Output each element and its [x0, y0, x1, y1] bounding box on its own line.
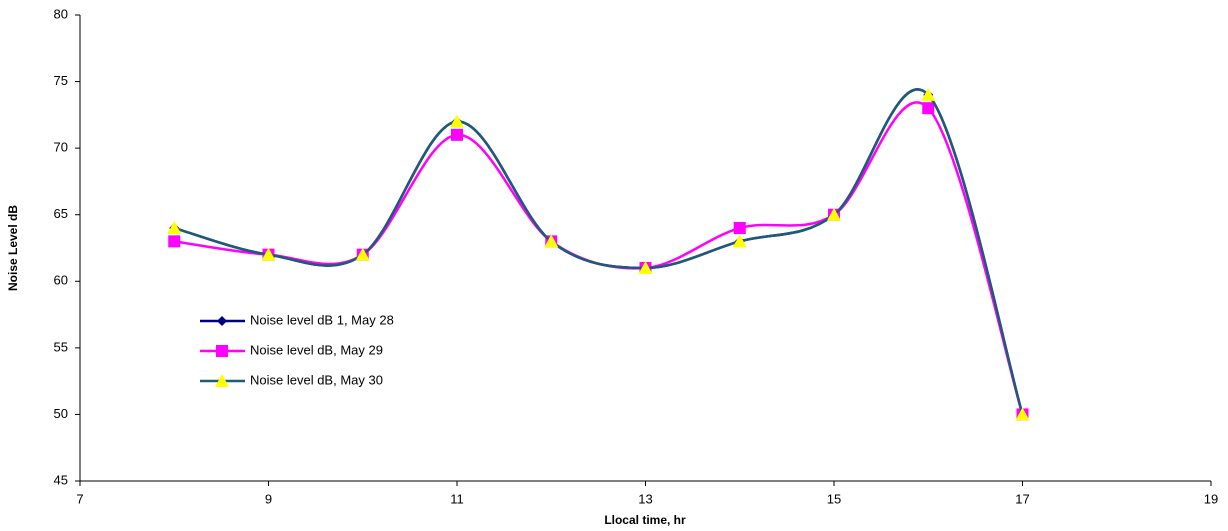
legend-marker	[216, 345, 228, 357]
marker	[355, 247, 370, 261]
x-tick-label: 17	[1015, 491, 1029, 506]
legend-label: Noise level dB, May 29	[250, 342, 383, 357]
legend-marker	[217, 316, 227, 326]
x-tick-label: 7	[76, 491, 83, 506]
y-tick-label: 65	[54, 206, 68, 221]
y-tick-label: 55	[54, 339, 68, 354]
y-tick-label: 45	[54, 472, 68, 487]
y-tick-label: 50	[54, 406, 68, 421]
series-line	[173, 88, 1024, 415]
y-axis-label: Noise Level dB	[6, 205, 20, 291]
y-tick-label: 60	[54, 273, 68, 288]
marker	[827, 207, 841, 221]
x-tick-label: 11	[450, 491, 464, 506]
y-tick-label: 70	[54, 140, 68, 155]
x-tick-label: 13	[638, 491, 652, 506]
marker	[450, 114, 464, 128]
marker	[638, 260, 653, 274]
marker	[451, 128, 463, 141]
marker	[544, 234, 559, 248]
legend-marker	[215, 374, 229, 387]
marker	[168, 235, 181, 248]
marker	[732, 234, 747, 248]
marker	[733, 222, 746, 235]
marker	[922, 102, 935, 115]
legend-label: Noise level dB 1, May 28	[250, 312, 394, 327]
x-tick-label: 15	[827, 491, 841, 506]
marker	[1015, 407, 1030, 421]
marker	[921, 87, 936, 101]
marker	[167, 221, 182, 235]
y-tick-label: 75	[54, 73, 68, 88]
y-tick-label: 80	[54, 6, 68, 21]
x-tick-label: 19	[1204, 491, 1218, 506]
legend-label: Noise level dB, May 30	[250, 372, 383, 387]
series-line	[174, 101, 1024, 415]
series-line	[173, 88, 1024, 415]
x-tick-label: 9	[265, 491, 272, 506]
x-axis-label: Llocal time, hr	[604, 513, 686, 527]
marker	[261, 247, 276, 261]
